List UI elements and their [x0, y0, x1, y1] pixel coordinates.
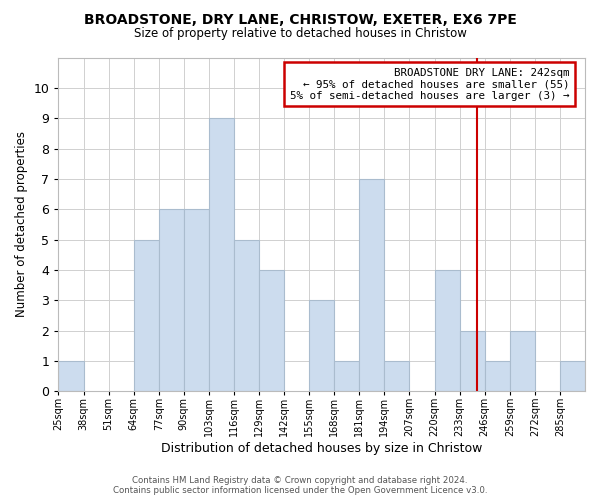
Text: BROADSTONE, DRY LANE, CHRISTOW, EXETER, EX6 7PE: BROADSTONE, DRY LANE, CHRISTOW, EXETER, …: [83, 12, 517, 26]
Bar: [385, 361, 409, 392]
Bar: [209, 118, 234, 392]
Bar: [134, 240, 159, 392]
Bar: [184, 210, 209, 392]
Bar: [560, 361, 585, 392]
X-axis label: Distribution of detached houses by size in Christow: Distribution of detached houses by size …: [161, 442, 482, 455]
Text: Size of property relative to detached houses in Christow: Size of property relative to detached ho…: [134, 28, 466, 40]
Text: BROADSTONE DRY LANE: 242sqm
← 95% of detached houses are smaller (55)
5% of semi: BROADSTONE DRY LANE: 242sqm ← 95% of det…: [290, 68, 569, 100]
Text: Contains HM Land Registry data © Crown copyright and database right 2024.
Contai: Contains HM Land Registry data © Crown c…: [113, 476, 487, 495]
Bar: [460, 330, 485, 392]
Y-axis label: Number of detached properties: Number of detached properties: [15, 132, 28, 318]
Bar: [359, 179, 385, 392]
Bar: [434, 270, 460, 392]
Bar: [159, 210, 184, 392]
Bar: [485, 361, 510, 392]
Bar: [234, 240, 259, 392]
Bar: [58, 361, 83, 392]
Bar: [309, 300, 334, 392]
Bar: [334, 361, 359, 392]
Bar: [259, 270, 284, 392]
Bar: [510, 330, 535, 392]
